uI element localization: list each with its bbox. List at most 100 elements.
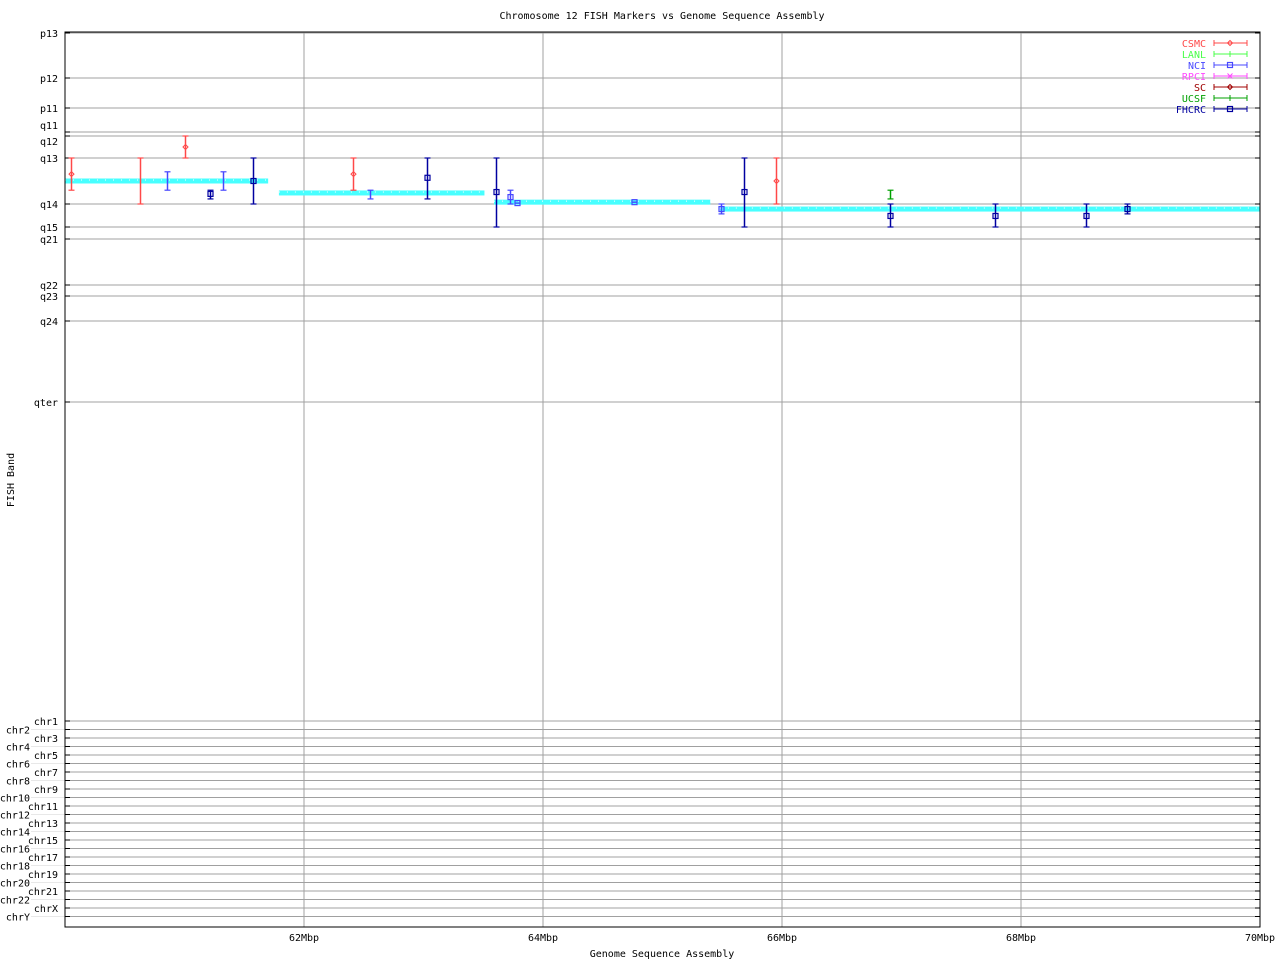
y-tick-label: q11 — [40, 121, 58, 132]
y-tick-label: q15 — [40, 223, 58, 234]
x-tick-label: 66Mbp — [767, 933, 797, 944]
legend-marker — [1226, 39, 1234, 47]
data-point-nci — [718, 203, 725, 215]
y-axis-label: FISH Band — [6, 453, 17, 507]
data-point-fhcrc — [992, 203, 999, 228]
legend-marker — [1226, 105, 1234, 113]
x-tick-label: 64Mbp — [528, 933, 558, 944]
y-tick-label: chr4 — [6, 743, 30, 754]
data-point-fhcrc — [887, 203, 894, 228]
data-point-fhcrc — [493, 157, 500, 228]
data-point-nci — [164, 171, 171, 191]
chart-title: Chromosome 12 FISH Markers vs Genome Seq… — [499, 11, 824, 22]
y-tick-label: chrX — [34, 904, 58, 915]
y-tick-label: chr14 — [0, 828, 30, 839]
legend-label-lanl: LANL — [1182, 50, 1206, 61]
legend-label-csmc: CSMC — [1182, 39, 1206, 50]
legend-label-sc: SC — [1194, 83, 1206, 94]
point-marker — [207, 190, 214, 197]
y-tick-label: chr5 — [34, 751, 58, 762]
y-tick-label: chr1 — [34, 717, 58, 728]
x-tick-label: 70Mbp — [1245, 933, 1275, 944]
y-tick-label: q21 — [40, 235, 58, 246]
x-tick-label: 62Mbp — [289, 933, 319, 944]
legend-label-fhcrc: FHCRC — [1176, 105, 1206, 116]
point-marker — [1083, 212, 1090, 220]
y-tick-label: chr2 — [6, 726, 30, 737]
point-marker — [493, 188, 500, 196]
y-tick-label: q24 — [40, 317, 58, 328]
data-point-fhcrc — [424, 157, 431, 200]
x-axis-label: Genome Sequence Assembly — [590, 949, 735, 960]
y-tick-label: qter — [34, 398, 58, 409]
point-marker — [424, 174, 431, 181]
point-marker — [741, 188, 748, 196]
data-point-nci — [514, 199, 521, 207]
y-tick-label: chr21 — [28, 887, 58, 898]
data-marks — [68, 135, 1131, 228]
assembly-segments — [65, 178, 1260, 212]
data-point-nci — [631, 199, 638, 206]
y-tick-label: chr15 — [28, 836, 58, 847]
assembly-segment — [494, 199, 711, 205]
point-marker — [992, 212, 999, 220]
assembly-segment — [278, 190, 485, 196]
point-marker — [1124, 205, 1131, 213]
point-marker — [718, 205, 725, 213]
y-tick-label: p12 — [40, 74, 58, 85]
data-point-ucsf — [887, 189, 894, 200]
x-tick-label: 68Mbp — [1006, 933, 1036, 944]
legend-marker — [1226, 61, 1234, 69]
point-marker — [887, 212, 894, 220]
y-tick-label: chr6 — [6, 760, 30, 771]
plot-frame — [64, 31, 1261, 928]
y-tick-label: chr16 — [0, 845, 30, 856]
y-tick-label: chr3 — [34, 734, 58, 745]
legend-label-ucsf: UCSF — [1182, 94, 1206, 105]
data-point-nci — [507, 189, 514, 205]
point-marker — [773, 177, 780, 185]
data-point-nci — [367, 189, 374, 200]
y-tick-label: chr9 — [34, 785, 58, 796]
data-point-nci — [220, 171, 227, 191]
data-point-fhcrc — [1124, 203, 1131, 215]
y-tick-label: chr20 — [0, 879, 30, 890]
y-tick-label: chr13 — [28, 819, 58, 830]
y-tick-label: q23 — [40, 292, 58, 303]
y-tick-label: q14 — [40, 200, 58, 211]
y-tick-label: chr22 — [0, 896, 30, 907]
y-tick-label: chr11 — [28, 802, 58, 813]
y-tick-label: chr8 — [6, 777, 30, 788]
data-point-fhcrc — [741, 157, 748, 228]
data-point-fhcrc — [250, 157, 257, 205]
point-marker — [68, 170, 75, 178]
data-point-csmc — [182, 135, 189, 159]
point-marker — [514, 199, 521, 207]
legend-marker — [1227, 73, 1233, 79]
point-marker — [182, 143, 189, 151]
data-point-csmc — [137, 157, 144, 205]
point-marker — [250, 177, 257, 185]
data-point-csmc — [68, 157, 75, 191]
y-tick-label: q13 — [40, 154, 58, 165]
point-marker — [507, 194, 514, 201]
point-marker — [631, 199, 638, 206]
data-point-fhcrc — [1083, 203, 1090, 228]
data-point-csmc — [773, 157, 780, 205]
data-point-fhcrc — [207, 189, 214, 200]
data-point-csmc — [350, 157, 357, 191]
legend-marker — [1226, 83, 1234, 91]
y-tick-label: p11 — [40, 104, 58, 115]
y-tick-label: chr7 — [34, 768, 58, 779]
y-tick-label: chr10 — [0, 794, 30, 805]
legend-label-nci: NCI — [1188, 61, 1206, 72]
y-tick-label: chr19 — [28, 870, 58, 881]
y-tick-label: chr12 — [0, 811, 30, 822]
y-tick-label: q22 — [40, 281, 58, 292]
assembly-segment — [719, 206, 1260, 212]
y-tick-label: p13 — [40, 29, 58, 40]
assembly-segment — [65, 178, 269, 184]
